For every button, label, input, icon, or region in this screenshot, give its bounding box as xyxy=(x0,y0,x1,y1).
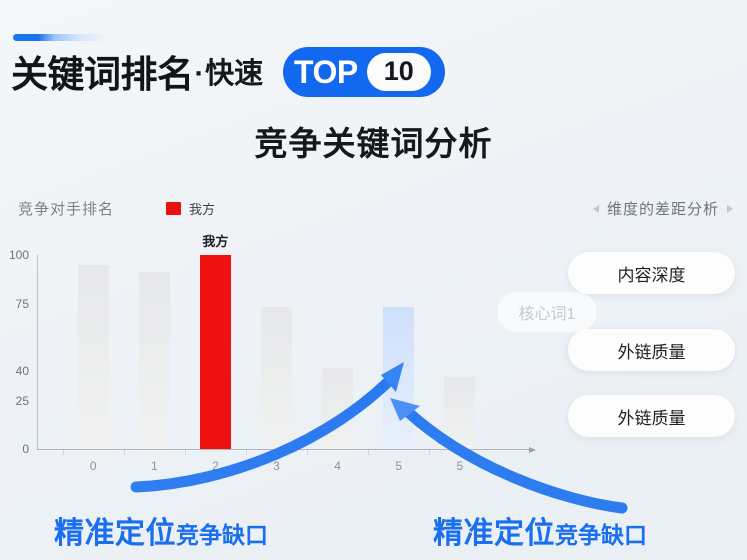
dimension-card-label: 外链质量 xyxy=(617,342,686,362)
bar-series: 我方 xyxy=(37,234,535,449)
legend-entry-label: 我方 xyxy=(189,202,216,217)
title-separator-dot: · xyxy=(194,57,205,90)
y-tick-0-4: 0 xyxy=(22,442,29,456)
bar-chart: 我方 100 75 40 25 0 0 1 2 3 4 5 5 xyxy=(9,234,537,473)
bar-2-2: 我方 xyxy=(199,234,231,449)
y-tick-100-0: 100 xyxy=(8,248,29,262)
x-tick-mark-5 xyxy=(368,450,370,455)
bar-highlight-label: 我方 xyxy=(202,234,229,249)
right-panel-header: 维度的差距分析 xyxy=(592,198,733,219)
x-tick-mark-3 xyxy=(245,450,247,455)
footer-left-strong: 精准定位 xyxy=(54,517,176,550)
x-tick-4-4: 4 xyxy=(334,459,341,473)
x-tick-mark-6 xyxy=(429,450,431,455)
x-axis xyxy=(37,447,536,453)
top-rank-badge: TOP 10 xyxy=(283,47,445,97)
x-tick-mark-4 xyxy=(307,450,309,455)
bar-5-6 xyxy=(444,377,476,449)
footer-right-strong: 精准定位 xyxy=(433,517,555,550)
x-tick-0-0: 0 xyxy=(89,459,97,473)
dimension-card-2[interactable]: 外链质量 xyxy=(568,395,735,437)
dimension-card-label: 外链质量 xyxy=(617,408,686,428)
x-tick-5-6: 5 xyxy=(456,459,464,473)
badge-number: 10 xyxy=(366,53,431,91)
y-tick-25-3: 25 xyxy=(15,393,29,408)
x-tick-mark-2 xyxy=(184,450,186,455)
page-title: 关键词排名 xyxy=(11,53,194,95)
legend-entry-ours: 我方 xyxy=(166,199,215,218)
x-tick-mark-0 xyxy=(62,450,64,455)
y-axis xyxy=(37,255,38,450)
chevron-right-icon xyxy=(727,204,733,213)
bar-1-1 xyxy=(138,272,170,449)
x-tick-1-1: 1 xyxy=(150,459,158,473)
chart-legend-title: 竞争对手排名 xyxy=(18,201,115,218)
x-tick-mark-1 xyxy=(123,450,125,455)
title-row: 关键词排名 · 快速 xyxy=(11,48,263,100)
footer-right-weak: 竞争缺口 xyxy=(555,522,647,548)
chart-legend: 竞争对手排名 我方 xyxy=(18,198,215,219)
x-tick-2-2: 2 xyxy=(212,459,219,473)
badge-word: TOP xyxy=(294,54,358,90)
footer-left: 精准定位 竞争缺口 xyxy=(54,508,268,552)
legend-swatch-icon xyxy=(166,202,182,215)
bar-4-4 xyxy=(322,367,354,449)
core-keyword-label: 核心词1 xyxy=(518,306,576,323)
accent-bar xyxy=(13,34,105,41)
footer-right: 精准定位 竞争缺口 xyxy=(433,508,647,552)
dimension-card-1[interactable]: 外链质量 xyxy=(568,329,735,371)
chevron-left-icon xyxy=(592,204,599,213)
headline: 竞争关键词分析 xyxy=(254,125,493,162)
footer-left-weak: 竞争缺口 xyxy=(176,522,268,548)
x-tick-5-5: 5 xyxy=(395,459,403,473)
y-tick-40-2: 40 xyxy=(15,364,29,379)
bar-0-0 xyxy=(77,264,109,449)
y-tick-75-1: 75 xyxy=(15,296,29,311)
dimension-card-0[interactable]: 内容深度 xyxy=(568,252,735,294)
page-subtitle: 快速 xyxy=(205,57,264,90)
bar-5-5 xyxy=(383,307,415,449)
dimension-card-label: 内容深度 xyxy=(617,265,686,285)
x-tick-3-3: 3 xyxy=(273,459,280,473)
core-keyword-pill[interactable]: 核心词1 xyxy=(497,292,597,332)
right-panel-title: 维度的差距分析 xyxy=(606,201,719,218)
bar-3-3 xyxy=(261,307,293,449)
